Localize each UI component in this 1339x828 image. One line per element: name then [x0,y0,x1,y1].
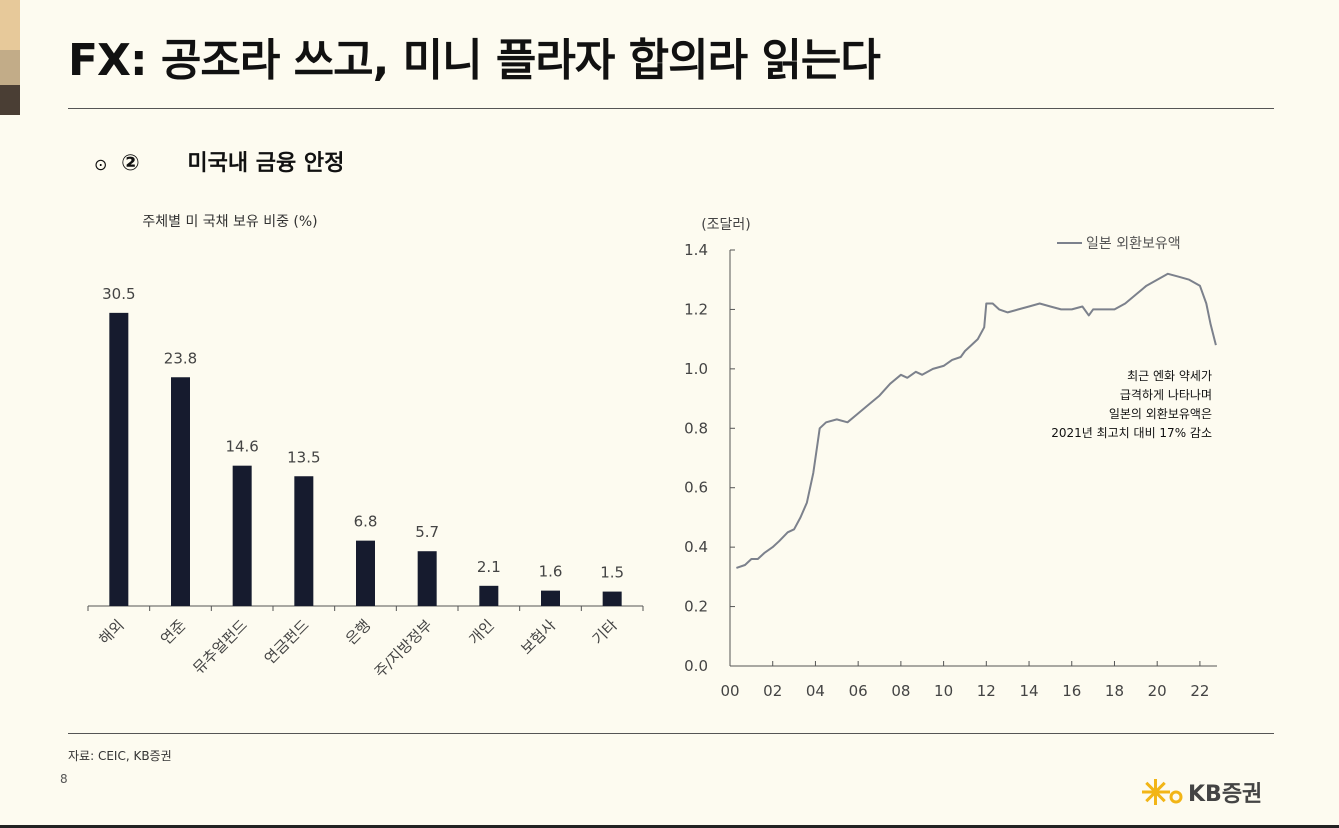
bar-category-label: 연금펀드 [261,616,313,668]
line-y-axis-label: (조달러) [701,217,751,233]
bar-category-label: 연준 [157,616,189,648]
bar-category-label: 개인 [465,616,497,648]
bar-chart-title: 주체별 미 국채 보유 비중 (%) [142,214,317,230]
bar-9 [602,591,622,606]
bar-category-label: 해외 [95,616,127,648]
bar-6 [417,551,437,606]
bar-value-label: 1.5 [600,564,624,582]
bar-value-label: 13.5 [287,448,320,466]
line-series-jp-reserves [736,272,1217,569]
bottom-border [0,825,1339,828]
page-number: 8 [60,772,68,786]
kb-star-icon [1142,779,1183,805]
line-x-tick-label: 12 [977,682,996,700]
bar-5 [356,540,375,606]
line-y-tick-label: 1.4 [684,241,708,259]
line-annotation-text: 최근 엔화 약세가 [1127,368,1212,383]
kb-logo: KB증권 [1140,776,1262,808]
line-y-tick-label: 0.6 [684,479,708,497]
bar-category-label: 뮤추얼펀드 [189,616,251,678]
line-x-tick-label: 00 [720,682,739,700]
bar-4 [294,476,314,606]
source-note: 자료: CEIC, KB증권 [68,749,172,763]
page-title: FX: 공조라 쓰고, 미니 플라자 합의라 읽는다 [68,35,881,86]
bar-value-label: 1.6 [539,563,563,581]
bar-value-label: 14.6 [225,438,258,456]
line-annotation-text: 일본의 외환보유액은 [1109,407,1212,421]
line-x-tick-label: 04 [806,682,825,700]
bar-category-label: 기타 [589,616,621,648]
bar-3 [232,465,252,606]
bar-7 [479,585,499,606]
bar-value-label: 23.8 [164,349,197,367]
accent-bar-middle [0,50,20,85]
bar-category-label: 주/지방정부 [371,616,436,681]
holdings-bar-chart: 주체별 미 국채 보유 비중 (%) 30.5 해외 23.8 연준 14.6 뮤추얼펀드 1… [87,214,644,681]
line-x-tick-label: 02 [763,682,782,700]
line-x-tick-label: 14 [1019,682,1038,700]
line-annotation-text: 2021년 최고치 대비 17% 감소 [1051,426,1212,440]
line-annotation-text: 급격하게 나타나며 [1120,388,1212,402]
bar-1 [109,312,129,606]
accent-bar-bottom [0,85,20,115]
accent-bar [0,0,20,115]
bar-category-label: 은행 [342,616,374,648]
legend-label: 일본 외환보유액 [1086,236,1181,252]
logo-text: KB증권 [1188,782,1263,807]
footer-divider [68,733,1274,734]
line-y-tick-label: 0.4 [684,538,708,556]
bar-category-label: 보험사 [517,616,559,658]
line-y-tick-label: 1.2 [684,300,708,318]
accent-bar-top [0,0,20,50]
line-x-tick-label: 22 [1190,682,1209,700]
bar-8 [541,590,560,606]
line-x-tick-label: 20 [1148,682,1167,700]
line-y-tick-label: 1.0 [684,360,708,378]
line-y-tick-label: 0.2 [684,598,708,616]
section-bullet-icon: ⊙ [94,155,108,174]
bar-value-label: 2.1 [477,558,501,576]
bar-value-label: 5.7 [415,523,439,541]
line-x-tick-label: 16 [1062,682,1081,700]
section-title: 미국내 금융 안정 [187,151,345,176]
bar-value-label: 30.5 [102,285,135,303]
fx-reserves-line-chart: (조달러) 1.4 1.2 1.0 0.8 0.6 0.4 0.2 0.0 00 02 04 06 08 1… [684,217,1217,700]
line-x-tick-label: 18 [1105,682,1124,700]
section-number: ② [121,151,140,176]
bar-2 [171,377,190,606]
line-y-tick-label: 0.0 [684,657,708,675]
title-divider [68,108,1274,109]
line-x-tick-label: 08 [891,682,910,700]
line-x-tick-label: 10 [934,682,953,700]
bar-value-label: 6.8 [354,513,378,531]
line-y-tick-label: 0.8 [684,419,708,437]
section-heading: ⊙ ② 미국내 금융 안정 [94,145,344,177]
line-x-tick-label: 06 [849,682,868,700]
